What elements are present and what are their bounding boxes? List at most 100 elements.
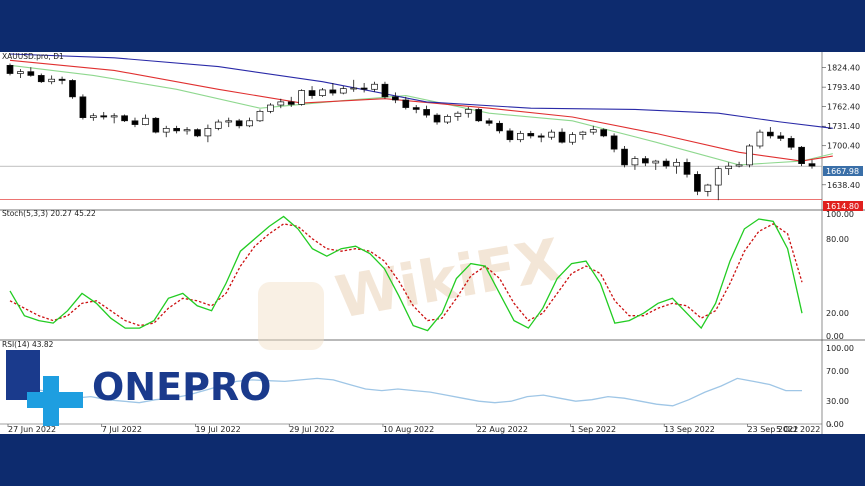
logo-text: ONEPRO [92,365,271,409]
candle-body [777,135,785,139]
candle-body [631,158,639,166]
candle-body [225,120,233,123]
candle-body [183,129,191,132]
candle-body [319,89,326,96]
candle-body [621,148,628,166]
ma-red-line [9,59,833,162]
x-tick-label: 13 Sep 2022 [664,425,715,434]
candle-body [402,99,410,108]
candle-body [360,87,368,90]
candle-body [610,135,618,150]
candle-body [579,131,587,136]
candle-body [89,115,97,118]
candle-body [235,120,243,127]
stoch-label: Stoch(5,3,3) 20.27 45.22 [2,209,96,218]
stoch-y-tick-label: 0.00 [826,332,844,341]
candle-body [527,133,535,137]
candle-body [298,90,305,105]
current-price-text: 1667.98 [826,167,859,176]
candle-body [537,135,545,138]
x-tick-label: 19 Jul 2022 [195,425,240,434]
candle-body [423,109,430,116]
candle-body [496,122,503,132]
current-price-tag [823,166,863,176]
price-y-tick-label: 1731.40 [827,122,860,131]
candle-body [475,109,483,122]
candle-body [381,83,389,98]
price-y-tick-label: 1762.40 [827,103,860,112]
candle-body [652,160,660,164]
x-tick-label: 1 Sep 2022 [570,425,616,434]
x-tick-label: 10 Aug 2022 [383,425,434,434]
candle-body [214,121,222,129]
candle-body [766,131,774,137]
price-y-tick-label: 1824.40 [827,64,860,73]
candle-body [308,90,316,96]
candle-body [694,173,701,192]
candle-body [704,184,712,192]
candle-body [725,165,733,170]
candle-body [756,131,764,147]
candle-body [287,101,295,105]
candle-body [392,96,399,101]
candle-body [683,162,691,175]
watermark-logo-shape [258,282,324,350]
candle-body [194,129,201,137]
candle-body [642,158,649,164]
candle-body [27,71,35,76]
price-y-tick-label: 1638.40 [827,181,860,190]
candle-body [48,78,56,83]
candle-body [69,80,76,98]
candle-body [142,117,149,125]
stoch-y-tick-label: 100.00 [826,210,854,219]
candle-body [100,115,108,118]
price-y-tick-label: 1793.40 [827,83,860,92]
low-price-tag [823,201,863,211]
rsi-y-tick-label: 30.00 [826,397,849,406]
candle-body [464,109,472,114]
candle-body [329,89,337,94]
candle-body [173,127,180,132]
candle-body [256,110,264,122]
x-tick-label: 23 Sep 2022 [748,425,799,434]
stoch-main-line [9,215,803,332]
candle-body [6,64,14,74]
candle-body [37,75,45,83]
candle-body [79,96,87,118]
candle-body [162,127,170,133]
candle-body [714,168,722,186]
candle-body [662,160,670,167]
candle-body [517,133,524,141]
low-price-text: 1614.80 [826,202,859,211]
rsi-panel [9,377,802,407]
candle-body [485,120,493,124]
candle-body [412,107,420,110]
candle-body [371,83,378,90]
chart-area [0,52,865,434]
price-y-tick-label: 1700.40 [827,142,860,151]
rsi-label: RSI(14) 43.82 [2,340,54,349]
candle-body [798,146,805,164]
candle-body [600,129,608,137]
candle-body [569,134,576,143]
candle-body [433,114,441,123]
candle-body [808,163,816,167]
x-tick-label: 27 Jun 2022 [8,425,56,434]
candle-body [444,116,451,123]
logo-mark-cyan-h [27,392,83,408]
candle-body [267,104,274,112]
candle-body [673,162,680,167]
candle-body [17,71,24,74]
candle-body [121,115,128,122]
symbol-label: XAUUSD.pro, D1 [2,52,64,61]
x-tick-label: 7 Jul 2022 [102,425,142,434]
stoch-y-tick-label: 20.00 [826,309,849,318]
candle-body [131,120,139,125]
rsi-y-tick-label: 70.00 [826,367,849,376]
candle-body [506,130,514,141]
stoch-y-tick-label: 80.00 [826,235,849,244]
candle-body [110,115,118,118]
x-tick-label: 29 Jul 2022 [289,425,334,434]
candle-body [735,164,743,167]
